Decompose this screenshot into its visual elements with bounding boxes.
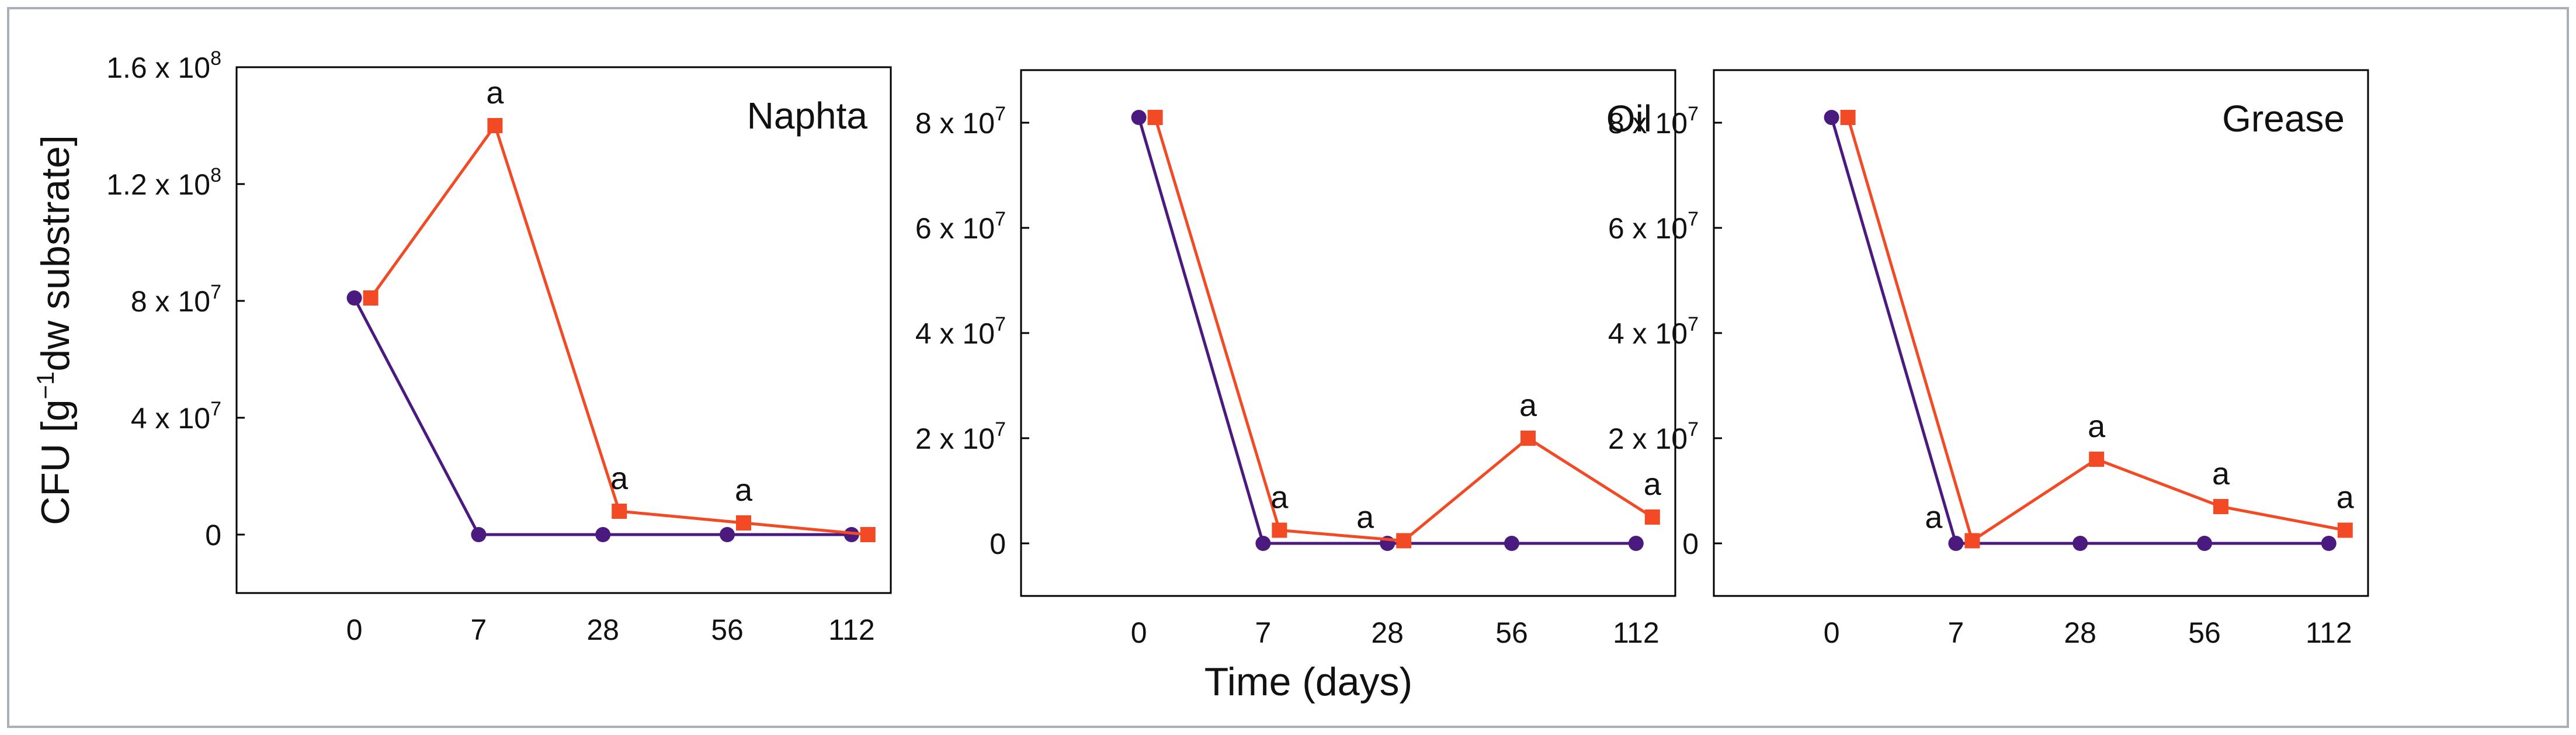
x-axis-label: Time (days) [1204,660,1412,704]
point-circle [2321,536,2337,551]
panel-grease: Grease 0 2 x 107 4 x 107 6 x 107 8 x 107 0 7 28 5… [1608,69,2369,649]
point-square [860,527,876,542]
point-circle [2197,536,2212,551]
y-axis-label-tail: dw substrate] [33,135,78,371]
annotation-a: a [735,473,753,508]
x-tick-label: 56 [711,613,744,646]
point-square [2337,522,2353,538]
point-square [1520,431,1536,446]
annotation-a: a [1356,500,1374,535]
x-tick-label: 56 [2188,616,2221,649]
point-circle [1255,536,1271,551]
panel-oil: Oil 0 2 x 107 4 x 107 6 x 107 8 x 107 0 7 28 56 11… [915,69,1676,649]
x-tick-label: 56 [1495,616,1528,649]
point-circle [720,527,735,542]
point-square [2213,499,2228,514]
y-tick-label: 4 x 107 [1608,313,1699,350]
point-circle [471,527,487,542]
point-circle [1628,536,1644,551]
point-square [1147,110,1163,125]
point-circle [1824,110,1839,125]
point-circle [2072,536,2088,551]
y-tick-label: 0 [205,519,221,552]
x-tick-label: 7 [1947,616,1964,649]
annotation-a: a [610,461,629,496]
x-tick-label: 112 [1613,616,1660,649]
outer-border [7,7,2569,728]
point-circle [1504,536,1519,551]
annotation-a: a [1644,467,1662,502]
point-circle [1131,110,1147,125]
point-square [612,504,627,519]
point-square [1644,509,1660,525]
x-tick-label: 28 [1371,616,1404,649]
x-tick-label: 7 [470,613,487,646]
y-tick-label: 8 x 107 [915,103,1006,140]
annotation-a: a [486,75,504,110]
chart-panels: Naphta 0 4 x 107 8 x 107 1.2 x 108 1.6 x 108 0… [106,47,2369,649]
y-tick-label: 2 x 107 [915,418,1006,455]
point-square [1396,533,1412,549]
y-tick-label: 4 x 107 [915,313,1006,350]
point-square [1272,522,1287,538]
point-square [363,290,379,306]
x-tick-label: 0 [1824,616,1840,649]
point-circle [595,527,611,542]
y-tick-label: 0 [1682,528,1699,560]
x-tick-label: 0 [346,613,363,646]
point-circle [346,290,362,306]
point-square [1840,110,1856,125]
annotation-a: a [2212,456,2230,491]
point-square [1964,533,1980,549]
point-square [487,118,503,133]
annotation-a: a [2088,409,2106,444]
y-tick-label: 4 x 107 [131,398,221,435]
y-tick-label: 6 x 107 [1608,208,1699,245]
y-tick-label: 8 x 107 [131,281,221,318]
y-tick-label: 0 [990,528,1006,560]
panel-naphta: Naphta 0 4 x 107 8 x 107 1.2 x 108 1.6 x 108 0… [106,47,892,646]
x-tick-label: 7 [1255,616,1271,649]
x-tick-label: 112 [828,613,875,646]
point-square [2089,452,2105,467]
annotation-a: a [1270,480,1289,515]
x-tick-label: 0 [1131,616,1147,649]
point-square [736,515,751,531]
y-axis-label-main: CFU [g [33,399,78,525]
y-tick-label: 1.6 x 108 [106,47,221,84]
plot-frame [235,66,892,594]
point-circle [1948,536,1964,551]
y-tick-label: 8 x 107 [1608,103,1699,140]
panel-title: Oil [1606,98,1652,140]
y-axis-label: CFU [g−1dw substrate] [32,135,78,525]
x-tick-label: 28 [2064,616,2096,649]
annotation-a: a [2337,480,2355,515]
panel-title: Grease [2222,98,2345,140]
y-axis-label-sup: −1 [32,372,59,400]
annotation-a: a [1519,388,1537,423]
annotation-a: a [1925,500,1943,535]
panel-title: Naphta [747,95,868,137]
x-tick-label: 112 [2306,616,2352,649]
y-tick-label: 6 x 107 [915,208,1006,245]
point-circle [843,527,859,542]
y-tick-label: 2 x 107 [1608,418,1699,455]
x-tick-label: 28 [586,613,619,646]
y-tick-label: 1.2 x 108 [106,164,221,201]
